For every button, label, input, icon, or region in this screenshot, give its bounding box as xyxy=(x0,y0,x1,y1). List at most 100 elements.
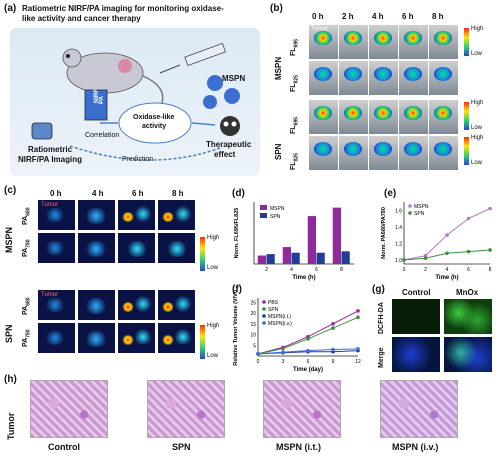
data-point xyxy=(488,206,492,211)
bar-chart-d: 2 4 6 8 Time (h) Norm. FL695/FL825 MSPN SPN xyxy=(234,202,354,281)
tumor-label: Tumor xyxy=(311,26,329,32)
y-tick-label: 1.6 xyxy=(395,208,402,214)
data-point xyxy=(466,216,471,221)
time-6h: 6 h xyxy=(402,12,414,21)
data-point xyxy=(281,346,285,351)
fl-label-bottom: FL825 xyxy=(290,153,300,170)
legend-label: MSPN xyxy=(270,206,285,212)
bar-spn xyxy=(291,252,300,264)
panel-a-title-line2: like activity and cancer therapy xyxy=(22,14,141,23)
legend-label: SPN xyxy=(414,211,425,217)
pa-image xyxy=(78,233,115,263)
time-0h: 0 h xyxy=(50,189,62,198)
mouse-image xyxy=(398,60,429,96)
histology-label-mspn-it: MSPN (i.t.) xyxy=(276,442,321,452)
data-point xyxy=(423,256,428,261)
bar-spn xyxy=(341,251,350,264)
panel-a: (a) Ratiometric NIRF/PA imaging for moni… xyxy=(0,0,265,180)
colorbar-low: Low xyxy=(207,265,219,271)
legend-marker xyxy=(408,211,412,215)
x-tick-label: 6 xyxy=(315,267,318,273)
legend-marker xyxy=(262,321,266,325)
data-point xyxy=(331,347,335,352)
merge-label: Merge xyxy=(378,347,385,368)
mouse-image xyxy=(338,135,369,171)
correlation-label: Correlation xyxy=(85,132,120,139)
panel-c: (c) 0 h 4 h 6 h 8 h Tumor Tumor MSPN SPN… xyxy=(0,185,225,373)
y-axis-label: Norm. PA680/PA780 xyxy=(381,207,387,259)
pa-image xyxy=(38,233,75,263)
y-tick-label: 5 xyxy=(253,343,256,349)
group-label-spn: SPN xyxy=(274,143,283,160)
pa-image xyxy=(78,323,115,353)
legend-swatch xyxy=(260,205,267,210)
pa680-label: PA680 xyxy=(22,207,32,225)
panel-a-label: (a) xyxy=(4,3,17,14)
bar-spn xyxy=(266,254,275,264)
panel-h-label: (h) xyxy=(4,374,17,385)
y-tick-label: 1.0 xyxy=(395,258,402,264)
panel-a-title-line1: Ratiometric NIRF/PA imaging for monitori… xyxy=(22,4,224,13)
dcfh-label: DCFH-DA xyxy=(378,302,385,334)
colorbar xyxy=(200,237,205,271)
data-point xyxy=(356,347,360,351)
data-point xyxy=(281,350,285,354)
y-tick-label: 25 xyxy=(250,300,256,306)
y-axis-label: Relative Tumor Volume (V/V0) xyxy=(233,290,239,366)
data-point xyxy=(445,251,449,256)
panel-h: (h) Tumor Control SPN MSPN (i.t.) MSPN (… xyxy=(0,374,499,465)
legend-swatch xyxy=(260,213,267,218)
data-point xyxy=(488,248,492,252)
histology-image-control xyxy=(30,380,108,438)
x-tick-label: 8 xyxy=(489,267,492,273)
data-point xyxy=(331,326,335,330)
x-tick-label: 6 xyxy=(467,267,470,273)
colorbar-low: Low xyxy=(471,51,483,57)
mouse-image xyxy=(338,99,369,135)
x-tick-label: 0 xyxy=(403,267,406,273)
colorbar xyxy=(464,137,469,165)
tumor-label: Tumor xyxy=(41,292,59,298)
legend-label: SPN xyxy=(268,307,279,313)
colorbar-low: Low xyxy=(471,125,483,131)
panel-e-label: (e) xyxy=(384,188,397,199)
legend-marker xyxy=(262,307,266,311)
bar-mspn xyxy=(257,255,266,264)
x-tick-label: 12 xyxy=(355,359,361,365)
x-tick-label: 2 xyxy=(265,267,268,273)
x-tick-label: 2 xyxy=(424,267,427,273)
mouse-image xyxy=(368,60,399,96)
bar-mspn xyxy=(307,216,316,264)
colorbar-high: High xyxy=(207,323,220,329)
pa-image xyxy=(158,323,195,353)
panel-d-label: (d) xyxy=(232,188,245,199)
pa-image xyxy=(78,290,115,320)
pa-image xyxy=(118,290,155,320)
mouse-image xyxy=(368,135,399,171)
pa-image xyxy=(118,200,155,230)
x-tick-label: 0 xyxy=(257,359,260,365)
ratiometric-label: Ratiometric xyxy=(28,145,73,154)
histology-image-mspn-iv xyxy=(380,380,458,438)
mouse-image xyxy=(338,24,369,60)
group-label-spn: SPN xyxy=(4,324,14,343)
histology-label-spn: SPN xyxy=(172,442,191,452)
bar-mspn xyxy=(282,247,291,264)
legend-label: MSPN(i.t.) xyxy=(268,314,291,320)
prediction-label: Prediction xyxy=(122,156,154,163)
data-point xyxy=(356,315,360,320)
data-point xyxy=(466,249,471,254)
y-tick-label: 1.2 xyxy=(395,241,402,247)
y-tick-label: 15 xyxy=(250,322,256,328)
colorbar-high: High xyxy=(471,100,484,106)
mnox-label: MnOx xyxy=(456,288,479,297)
y-axis-label: Norm. FL695/FL825 xyxy=(234,208,240,259)
mouse-image xyxy=(368,24,399,60)
panel-b: (b) 0 h 2 h 4 h 6 h 8 h Tumor MSPN SPN F… xyxy=(270,0,499,185)
x-axis-label: Time (h) xyxy=(435,275,458,281)
mouse-image xyxy=(398,99,429,135)
fluorescence-image-control-merge xyxy=(392,337,440,372)
therapeutic-label: Therapeutic xyxy=(206,140,252,149)
histology-label-control: Control xyxy=(48,442,80,452)
